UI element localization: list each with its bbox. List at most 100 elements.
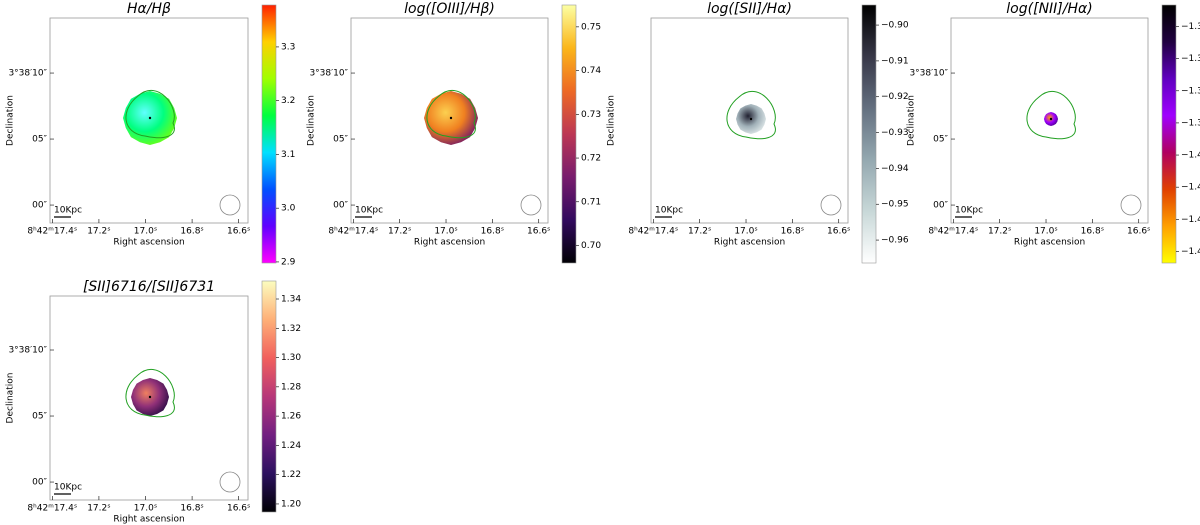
y-tick-label: 00″ bbox=[933, 201, 948, 211]
scale-label: 10Kpc bbox=[955, 206, 983, 216]
colorbar bbox=[1161, 4, 1177, 264]
center-dot bbox=[1049, 117, 1053, 121]
center-dot bbox=[749, 117, 753, 121]
colorbar-tick-label: 2.9 bbox=[281, 257, 296, 267]
x-tick-label: 8ʰ42ᵐ17.4ˢ bbox=[328, 227, 378, 237]
panel-title: Hα/Hβ bbox=[127, 1, 171, 17]
x-tick-label: 16.8ˢ bbox=[781, 227, 804, 237]
y-tick-label: 00″ bbox=[32, 478, 47, 488]
contour bbox=[1026, 90, 1076, 140]
colorbar-tick-label: −1.38 bbox=[1181, 86, 1200, 96]
colorbar-tick-label: 1.28 bbox=[281, 382, 301, 392]
colorbar-tick-label: −0.92 bbox=[881, 92, 909, 102]
x-tick-label: 17.2ˢ bbox=[988, 227, 1011, 237]
colorbar-tick-label: 0.70 bbox=[581, 241, 601, 251]
colorbar-tick-label: 3.2 bbox=[281, 96, 295, 106]
scale-label: 10Kpc bbox=[655, 206, 683, 216]
x-tick-label: 17.0ˢ bbox=[134, 227, 157, 237]
scale-label: 10Kpc bbox=[355, 206, 383, 216]
colorbar-tick-label: 1.30 bbox=[281, 353, 301, 363]
x-axis-label: Right ascension bbox=[414, 238, 485, 248]
beam bbox=[520, 194, 542, 216]
scale-label: 10Kpc bbox=[54, 206, 82, 216]
contour bbox=[125, 89, 175, 139]
colorbar-tick-label: 0.73 bbox=[581, 110, 601, 120]
colorbar-tick-label: −1.37 bbox=[1181, 54, 1200, 64]
scale-label: 10Kpc bbox=[54, 483, 82, 493]
panel-title: log([NII]/Hα) bbox=[1006, 1, 1092, 17]
x-tick-label: 17.2ˢ bbox=[87, 504, 110, 514]
colorbar-tick-label: 0.72 bbox=[581, 154, 601, 164]
y-axis-label: Declination bbox=[6, 95, 16, 146]
y-tick-label: 00″ bbox=[333, 201, 348, 211]
y-tick-label: 05″ bbox=[933, 135, 948, 145]
x-tick-label: 8ʰ42ᵐ17.4ˢ bbox=[27, 504, 77, 514]
y-tick-label: 05″ bbox=[32, 412, 47, 422]
colorbar-tick-label: −1.36 bbox=[1181, 22, 1200, 32]
colorbar-tick-label: −0.96 bbox=[881, 236, 909, 246]
colorbar-tick-label: −1.39 bbox=[1181, 118, 1200, 128]
colorbar-tick-label: −1.41 bbox=[1181, 183, 1200, 193]
colorbar-tick-label: 0.71 bbox=[581, 197, 601, 207]
x-tick-label: 16.6ˢ bbox=[1127, 227, 1150, 237]
beam bbox=[1120, 194, 1142, 216]
colorbar bbox=[561, 4, 577, 264]
colorbar-tick-label: 3.0 bbox=[281, 204, 296, 214]
panel-title: log([SII]/Hα) bbox=[707, 1, 792, 17]
x-tick-label: 8ʰ42ᵐ17.4ˢ bbox=[628, 227, 678, 237]
y-tick-label: 00″ bbox=[32, 201, 47, 211]
x-tick-label: 8ʰ42ᵐ17.4ˢ bbox=[27, 227, 77, 237]
colorbar bbox=[861, 4, 877, 264]
colorbar-tick-label: 1.24 bbox=[281, 441, 301, 451]
colorbar-tick-label: 1.20 bbox=[281, 499, 301, 509]
colorbar-tick-label: 3.3 bbox=[281, 42, 295, 52]
colorbar-tick-label: 3.1 bbox=[281, 150, 295, 160]
contour bbox=[125, 368, 175, 418]
x-axis-label: Right ascension bbox=[714, 238, 785, 248]
panel-title: [SII]6716/[SII]6731 bbox=[83, 279, 215, 295]
x-axis-label: Right ascension bbox=[113, 515, 184, 525]
x-tick-label: 17.2ˢ bbox=[688, 227, 711, 237]
colorbar-tick-label: 0.75 bbox=[581, 22, 601, 32]
x-tick-label: 16.6ˢ bbox=[527, 227, 550, 237]
x-tick-label: 17.0ˢ bbox=[134, 504, 157, 514]
x-tick-label: 16.8ˢ bbox=[481, 227, 504, 237]
colorbar bbox=[261, 4, 277, 264]
beam bbox=[820, 194, 842, 216]
contour bbox=[726, 90, 776, 140]
x-tick-label: 8ʰ42ᵐ17.4ˢ bbox=[928, 227, 978, 237]
y-tick-label: 3°38′10″ bbox=[909, 69, 948, 79]
center-dot bbox=[148, 395, 152, 399]
x-tick-label: 16.8ˢ bbox=[180, 504, 203, 514]
x-tick-label: 17.2ˢ bbox=[388, 227, 411, 237]
axes-frame bbox=[49, 17, 249, 224]
axes-frame bbox=[49, 295, 249, 501]
colorbar-tick-label: 1.22 bbox=[281, 470, 301, 480]
colorbar-tick-label: −0.91 bbox=[881, 56, 909, 66]
x-axis-label: Right ascension bbox=[113, 238, 184, 248]
colorbar-tick-label: 0.74 bbox=[581, 66, 601, 76]
x-tick-label: 16.6ˢ bbox=[227, 504, 250, 514]
colorbar-tick-label: 1.26 bbox=[281, 412, 301, 422]
colorbar-tick-label: −0.90 bbox=[881, 21, 909, 31]
y-axis-label: Declination bbox=[6, 373, 16, 424]
y-tick-label: 3°38′10″ bbox=[8, 346, 47, 356]
x-tick-label: 16.8ˢ bbox=[1081, 227, 1104, 237]
y-tick-label: 3°38′10″ bbox=[8, 69, 47, 79]
x-tick-label: 16.8ˢ bbox=[180, 227, 203, 237]
center-dot bbox=[148, 116, 152, 120]
x-tick-label: 16.6ˢ bbox=[827, 227, 850, 237]
colorbar-tick-label: −0.93 bbox=[881, 128, 909, 138]
panel-title: log([OIII]/Hβ) bbox=[404, 1, 495, 17]
axes-frame bbox=[950, 17, 1149, 224]
beam bbox=[219, 194, 241, 216]
x-tick-label: 17.0ˢ bbox=[434, 227, 457, 237]
contour bbox=[426, 89, 476, 139]
y-axis-label: Declination bbox=[607, 95, 617, 146]
colorbar-tick-label: −0.95 bbox=[881, 200, 909, 210]
colorbar-tick-label: −1.40 bbox=[1181, 151, 1200, 161]
x-tick-label: 16.6ˢ bbox=[227, 227, 250, 237]
colorbar-tick-label: −1.42 bbox=[1181, 215, 1200, 225]
axes-frame bbox=[650, 17, 849, 224]
